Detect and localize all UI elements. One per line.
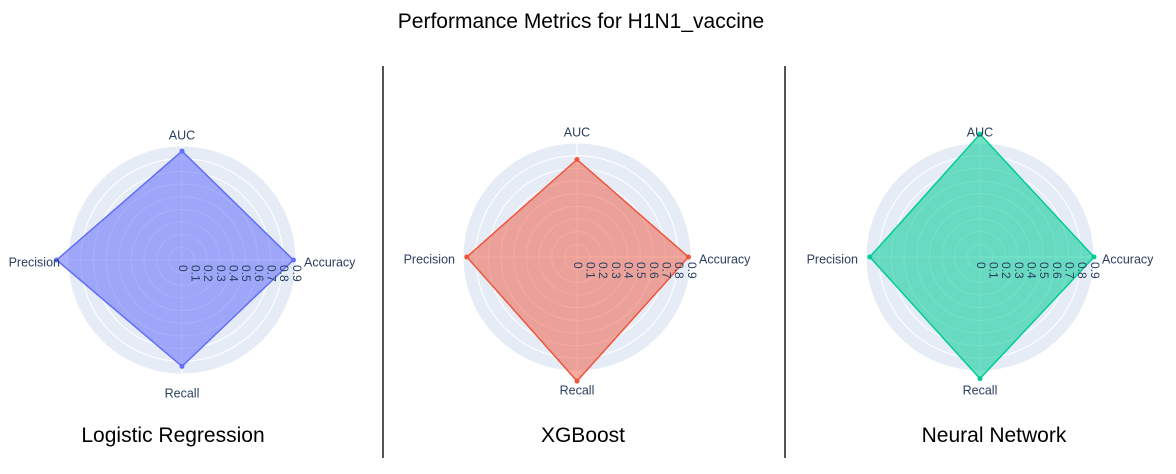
model-name-logistic-regression: Logistic Regression [81, 424, 265, 447]
radial-tick-label: 0.3 [214, 265, 228, 282]
axis-label-recall: Recall [560, 383, 595, 397]
radial-tick-label: 0.1 [986, 262, 1000, 279]
data-point-recall [574, 378, 580, 384]
data-point-auc [977, 131, 983, 137]
axis-label-recall: Recall [963, 383, 998, 397]
radial-tick-label: 0.7 [659, 262, 673, 279]
radial-tick-label: 0 [974, 262, 988, 269]
radial-tick-label: 0.5 [1037, 262, 1051, 279]
radial-tick-label: 0.4 [226, 265, 240, 282]
data-point-recall [179, 363, 185, 369]
radial-tick-label: 0.5 [634, 262, 648, 279]
figure-title: Performance Metrics for H1N1_vaccine [397, 10, 765, 33]
model-name-xgboost: XGBoost [540, 424, 626, 447]
radial-tick-label: 0.3 [609, 262, 623, 279]
axis-label-auc: AUC [967, 125, 993, 139]
radial-tick-label: 0.7 [1062, 262, 1076, 279]
data-point-precision [867, 254, 873, 260]
radial-tick-label: 0.1 [188, 265, 202, 282]
axis-label-recall: Recall [165, 386, 200, 400]
radial-tick-label: 0.9 [685, 262, 699, 279]
radial-tick-label: 0.8 [672, 262, 686, 279]
data-point-auc [179, 148, 185, 154]
axis-label-auc: AUC [564, 125, 590, 139]
data-point-precision [54, 257, 60, 263]
radial-tick-label: 0.6 [647, 262, 661, 279]
radial-tick-label: 0.8 [1075, 262, 1089, 279]
axis-label-auc: AUC [169, 128, 195, 142]
data-point-accuracy [1091, 254, 1097, 260]
panel-divider [784, 66, 786, 458]
radial-tick-label: 0.9 [290, 265, 304, 282]
model-name-neural-network: Neural Network [921, 424, 1067, 447]
radial-tick-label: 0.2 [596, 262, 610, 279]
radial-tick-label: 0.7 [264, 265, 278, 282]
data-point-recall [977, 376, 983, 382]
axis-label-accuracy: Accuracy [699, 252, 751, 266]
data-point-precision [464, 254, 470, 260]
radial-tick-label: 0.2 [201, 265, 215, 282]
axis-label-precision: Precision [807, 252, 858, 266]
radial-tick-label: 0.4 [621, 262, 635, 279]
radial-tick-label: 0 [176, 265, 190, 272]
radial-tick-label: 0.5 [239, 265, 253, 282]
radial-tick-label: 0.9 [1088, 262, 1102, 279]
radial-tick-label: 0.6 [1050, 262, 1064, 279]
radial-tick-label: 0.1 [583, 262, 597, 279]
data-point-accuracy [685, 254, 691, 260]
panel-divider [382, 66, 384, 458]
radial-tick-label: 0.8 [277, 265, 291, 282]
axis-label-precision: Precision [9, 255, 60, 269]
axis-label-precision: Precision [404, 252, 455, 266]
radial-tick-label: 0.3 [1012, 262, 1026, 279]
data-point-auc [574, 156, 580, 162]
data-point-accuracy [290, 257, 296, 263]
radial-tick-label: 0 [571, 262, 585, 269]
radial-tick-label: 0.4 [1024, 262, 1038, 279]
axis-label-accuracy: Accuracy [304, 255, 356, 269]
radial-tick-label: 0.2 [999, 262, 1013, 279]
axis-label-accuracy: Accuracy [1102, 252, 1154, 266]
radial-tick-label: 0.6 [252, 265, 266, 282]
